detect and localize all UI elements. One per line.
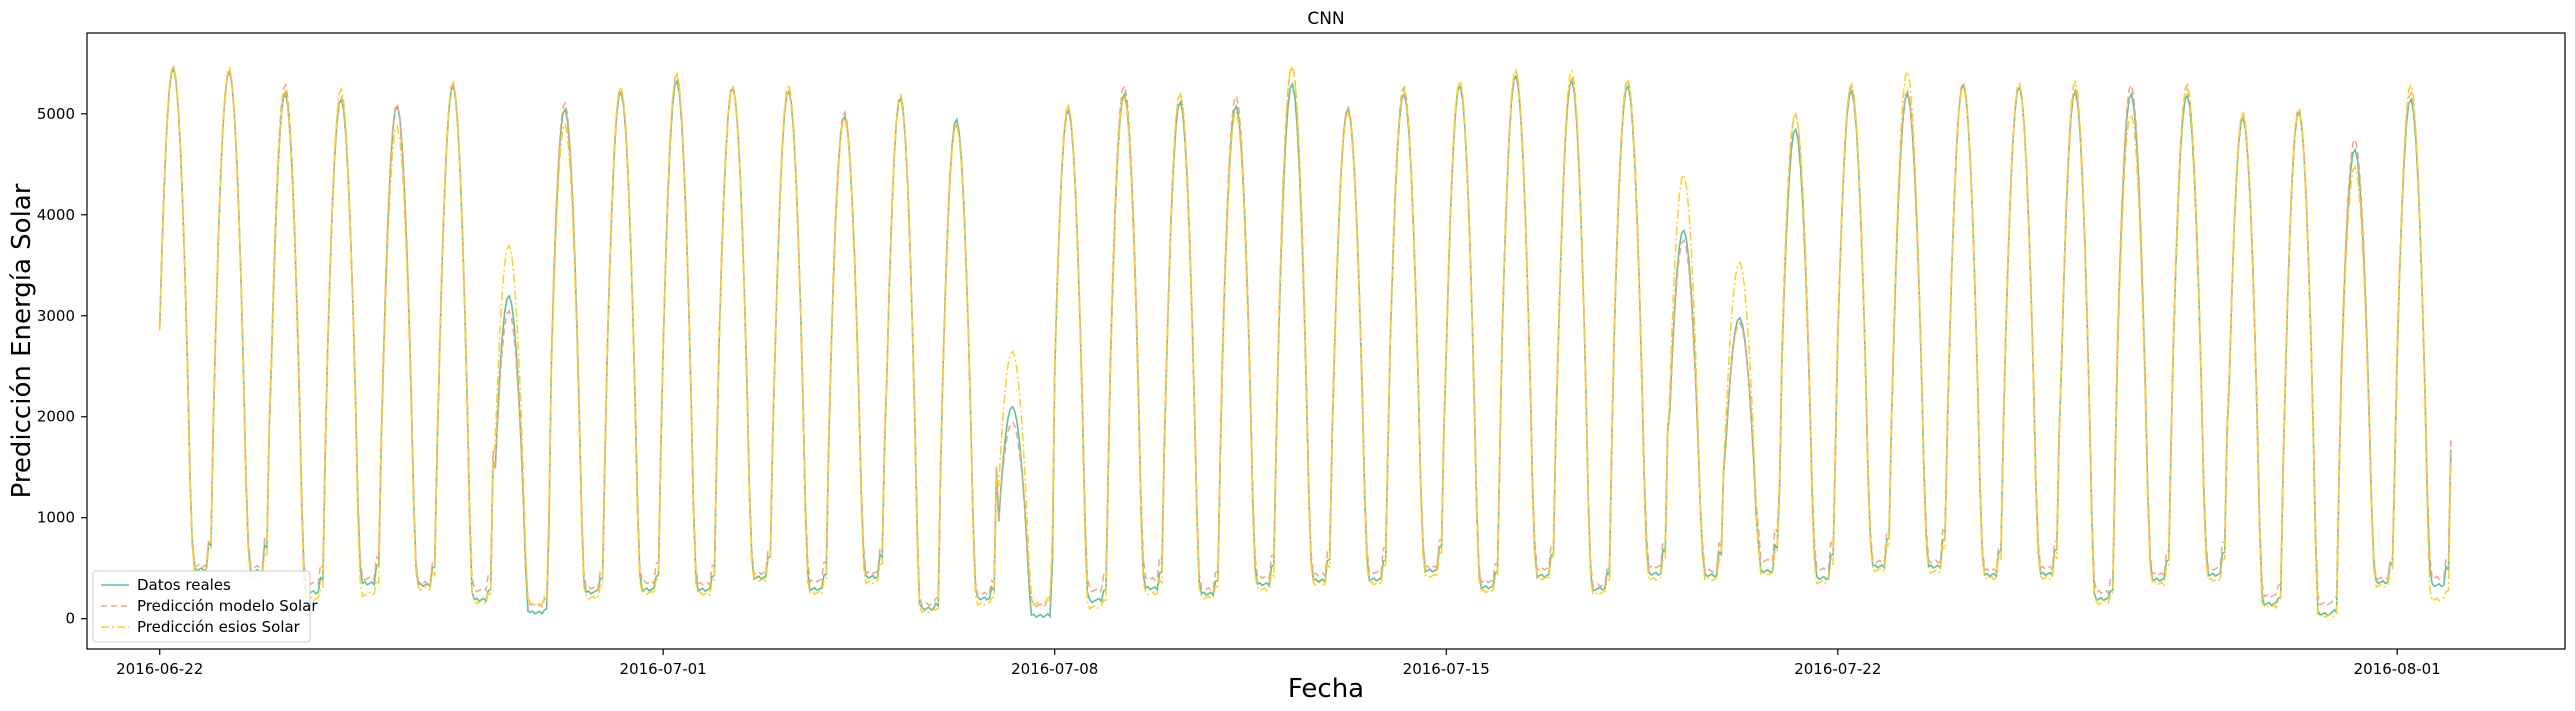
legend-label-datos-reales: Datos reales [137,576,231,594]
x-tick-label: 2016-07-01 [620,660,707,678]
legend-frame [92,570,311,643]
chart-title: CNN [1307,9,1344,29]
plot-background [87,33,2565,649]
y-tick-label: 2000 [37,408,75,426]
series-layer [158,63,2452,619]
y-tick-label: 1000 [37,509,75,527]
x-tick-label: 2016-08-01 [2354,660,2441,678]
y-tick-label: 0 [65,610,75,628]
x-tick-label: 2016-06-22 [116,660,203,678]
legend-label-prediccion-modelo: Predicción modelo Solar [137,597,318,615]
plot-frame [86,32,2566,650]
x-tick-label: 2016-07-15 [1403,660,1490,678]
y-tick-label: 4000 [37,206,75,224]
x-tick-label: 2016-07-08 [1011,660,1098,678]
legend-label-prediccion-esios: Predicción esios Solar [137,618,301,636]
series-line-prediccion-esios [158,63,2452,619]
x-tick-label: 2016-07-22 [1794,660,1881,678]
legend: Datos reales Predicción modelo Solar Pre… [92,570,318,643]
series-line-prediccion-modelo [158,64,2452,609]
y-tick-label: 3000 [37,307,75,325]
y-axis: 0 1000 2000 3000 4000 5000 [37,105,87,628]
x-axis: 2016-06-22 2016-07-01 2016-07-08 2016-07-15… [116,649,2441,678]
y-tick-label: 5000 [37,105,75,123]
y-axis-title: Predicción Energía Solar [7,183,37,498]
x-axis-title: Fecha [1288,674,1364,704]
